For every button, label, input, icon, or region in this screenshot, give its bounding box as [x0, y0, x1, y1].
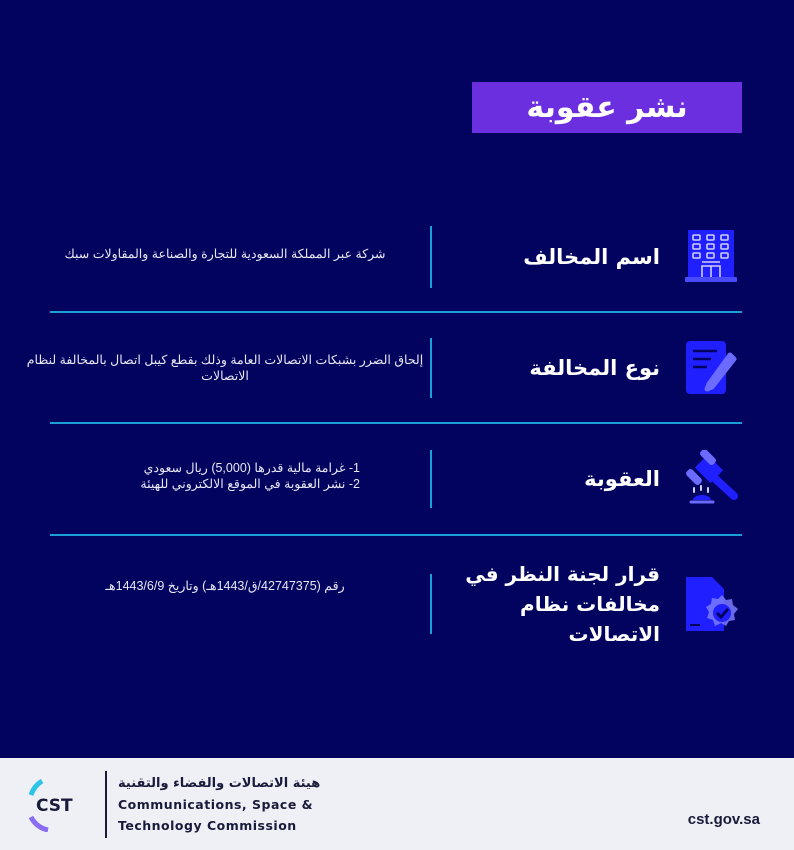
gavel-icon	[686, 450, 738, 504]
row-value-committee-decision: رقم (42747375/ق/1443هـ) وتاريخ 1443/6/9ه…	[105, 579, 345, 593]
divider	[430, 450, 432, 508]
row-violation-type: نوع المخالفة إلحاق الضرر بشبكات الاتصالا…	[20, 338, 740, 398]
penalty-item: 2- نشر العقوبة في الموقع الالكتروني للهي…	[140, 477, 360, 491]
row-penalty: العقوبة 1- غرامة مالية قدرها (5,000) ريا…	[20, 450, 740, 508]
row-value-violation-type: إلحاق الضرر بشبكات الاتصالات العامة وذلك…	[26, 353, 424, 383]
penalty-item: 1- غرامة مالية قدرها (5,000) ريال سعودي	[143, 461, 360, 475]
row-violator-name: اسم المخالف شركة عبر المملكة السعودية لل…	[20, 226, 740, 288]
divider	[430, 226, 432, 288]
svg-text:CST: CST	[36, 796, 73, 816]
row-label-committee-decision: قرار لجنة النظر في مخالفات نظام الاتصالا…	[465, 562, 660, 646]
divider	[50, 311, 742, 313]
row-value-penalty: 1- غرامة مالية قدرها (5,000) ريال سعودي …	[20, 460, 430, 492]
divider	[105, 770, 107, 838]
document-edit-icon	[686, 341, 737, 394]
row-value-violator-name: شركة عبر المملكة السعودية للتجارة والصنا…	[64, 247, 386, 261]
cst-logo: CST	[28, 778, 73, 832]
footer: CST هيئة الاتصالات والفضاء والتقنية Comm…	[0, 758, 794, 850]
divider	[50, 534, 742, 536]
divider	[430, 574, 432, 634]
row-label-violator-name: اسم المخالف	[523, 244, 660, 269]
org-name-english-line-2: Technology Commission	[118, 817, 297, 833]
approved-document-icon	[686, 577, 738, 631]
divider	[430, 338, 432, 398]
row-label-penalty: العقوبة	[584, 466, 660, 491]
row-committee-decision: قرار لجنة النظر في مخالفات نظام الاتصالا…	[20, 556, 740, 652]
org-name-english-line-1: Communications, Space &	[118, 796, 314, 812]
org-name-arabic: هيئة الاتصالات والفضاء والتقنية	[118, 775, 321, 791]
building-icon	[685, 230, 737, 282]
org-name: هيئة الاتصالات والفضاء والتقنية Communic…	[118, 775, 320, 834]
divider	[50, 422, 742, 424]
website-link[interactable]: cst.gov.sa	[687, 810, 760, 828]
page-title: نشر عقوبة	[472, 82, 742, 133]
row-label-violation-type: نوع المخالفة	[529, 355, 660, 380]
